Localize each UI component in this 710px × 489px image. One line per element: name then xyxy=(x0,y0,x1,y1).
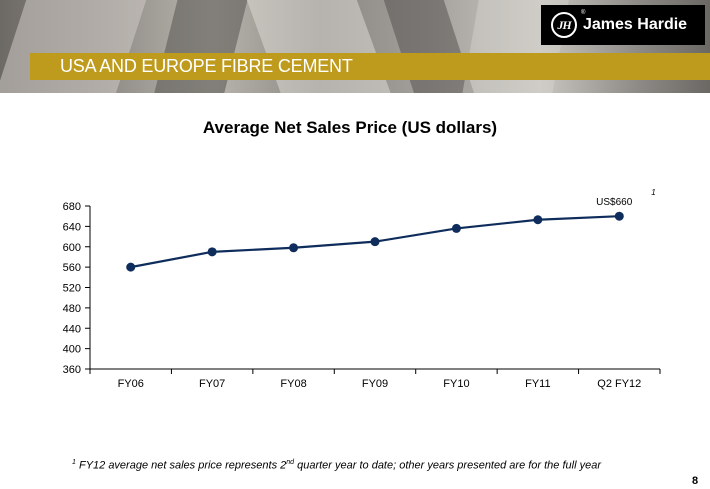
x-tick-label: FY07 xyxy=(199,378,225,390)
section-title: USA AND EUROPE FIBRE CEMENT xyxy=(60,56,353,76)
data-point xyxy=(451,223,461,233)
y-tick-label: 600 xyxy=(63,242,81,254)
chart-series xyxy=(126,211,624,272)
y-axis-ticks: 360 400 440 480 520 560 600 640 680 xyxy=(63,201,90,376)
chart-annotations: US$660 1 xyxy=(596,188,656,208)
x-tick-label: FY10 xyxy=(443,378,469,390)
chart-title: Average Net Sales Price (US dollars) xyxy=(202,118,498,137)
page-number: 8 xyxy=(692,475,699,487)
company-logo: JH ® James Hardie xyxy=(541,5,705,45)
x-tick-label: Q2 FY12 xyxy=(597,378,641,390)
footnote: 1 FY12 average net sales price represent… xyxy=(72,459,601,472)
x-tick-label: FY11 xyxy=(525,378,550,390)
x-axis-ticks: FY06 FY07 FY08 FY09 FY10 FY11 Q2 FY12 xyxy=(89,369,661,390)
footnote-ordinal-suffix: nd xyxy=(286,459,295,466)
x-tick-label: FY06 xyxy=(118,378,144,390)
x-tick-label: FY09 xyxy=(362,378,388,390)
data-point xyxy=(207,247,217,257)
y-tick-label: 400 xyxy=(63,344,81,356)
section-title-bar: USA AND EUROPE FIBRE CEMENT xyxy=(30,53,710,80)
data-point xyxy=(126,262,136,272)
data-label-superscript: 1 xyxy=(651,188,655,197)
x-tick-label: FY08 xyxy=(280,378,306,390)
logo-wordmark: James Hardie xyxy=(583,16,688,33)
header-banner: JH ® James Hardie USA AND EUROPE FIBRE C… xyxy=(0,0,710,93)
footnote-text-before: FY12 average net sales price represents … xyxy=(78,459,287,472)
data-point xyxy=(370,237,380,247)
y-tick-label: 480 xyxy=(63,303,81,315)
chart-axes xyxy=(89,206,660,370)
y-tick-label: 520 xyxy=(63,283,81,295)
y-tick-label: 440 xyxy=(63,323,81,335)
y-tick-label: 560 xyxy=(63,262,81,274)
footnote-marker: 1 xyxy=(72,459,76,466)
data-point xyxy=(289,243,299,253)
data-label: US$660 xyxy=(596,197,633,208)
logo-mark-icon: JH xyxy=(551,12,577,38)
data-point xyxy=(533,215,543,225)
footnote-text-after: quarter year to date; other years presen… xyxy=(294,459,601,472)
y-tick-label: 360 xyxy=(63,364,81,376)
registered-mark: ® xyxy=(581,10,586,16)
y-tick-label: 640 xyxy=(63,221,81,233)
y-tick-label: 680 xyxy=(63,201,81,213)
data-point xyxy=(614,211,624,221)
